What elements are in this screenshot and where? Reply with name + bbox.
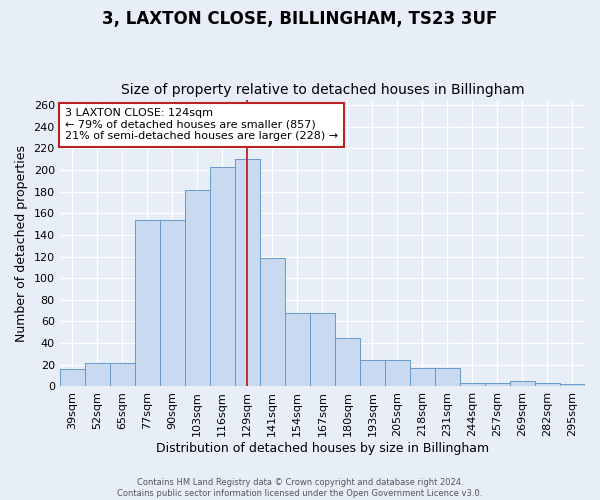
Text: Contains HM Land Registry data © Crown copyright and database right 2024.
Contai: Contains HM Land Registry data © Crown c… xyxy=(118,478,482,498)
Bar xyxy=(385,360,410,386)
Bar xyxy=(210,166,235,386)
Bar xyxy=(485,383,510,386)
Bar xyxy=(460,383,485,386)
Bar xyxy=(410,368,435,386)
Title: Size of property relative to detached houses in Billingham: Size of property relative to detached ho… xyxy=(121,83,524,97)
Bar xyxy=(110,362,135,386)
Bar xyxy=(59,369,85,386)
Y-axis label: Number of detached properties: Number of detached properties xyxy=(15,144,28,342)
Bar xyxy=(560,384,585,386)
Text: 3 LAXTON CLOSE: 124sqm
← 79% of detached houses are smaller (857)
21% of semi-de: 3 LAXTON CLOSE: 124sqm ← 79% of detached… xyxy=(65,108,338,142)
Bar xyxy=(335,338,360,386)
Bar xyxy=(185,190,210,386)
Bar xyxy=(360,360,385,386)
Bar xyxy=(510,381,535,386)
Bar xyxy=(535,383,560,386)
Bar xyxy=(435,368,460,386)
Bar xyxy=(260,258,285,386)
Bar xyxy=(285,313,310,386)
Text: 3, LAXTON CLOSE, BILLINGHAM, TS23 3UF: 3, LAXTON CLOSE, BILLINGHAM, TS23 3UF xyxy=(103,10,497,28)
Bar xyxy=(310,313,335,386)
Bar xyxy=(235,159,260,386)
Bar xyxy=(160,220,185,386)
Bar xyxy=(85,362,110,386)
Bar xyxy=(135,220,160,386)
X-axis label: Distribution of detached houses by size in Billingham: Distribution of detached houses by size … xyxy=(156,442,489,455)
